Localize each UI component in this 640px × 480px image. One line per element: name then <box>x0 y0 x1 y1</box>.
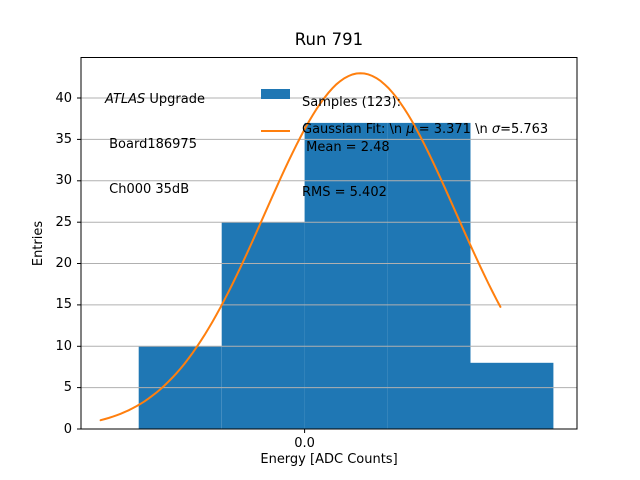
x-axis-label: Energy [ADC Counts] <box>260 452 398 467</box>
y-tick-label: 35 <box>55 131 72 147</box>
gaussian-fit-curve <box>99 72 502 422</box>
y-axis-label: Entries <box>31 220 46 266</box>
x-tick-label: 0.0 <box>294 436 315 451</box>
y-tick-label: 25 <box>55 214 72 230</box>
histogram-bar <box>387 122 471 430</box>
legend-samples-swatch <box>261 89 290 99</box>
legend-samples-title: Samples (123): <box>302 95 401 110</box>
legend-gaussian-label: Gaussian Fit: \n μ = 3.371 \n σ=5.763 <box>302 122 548 137</box>
y-tick-label: 40 <box>55 90 72 106</box>
y-tick-label: 15 <box>55 297 72 313</box>
y-tick-label: 10 <box>55 338 72 354</box>
annotation-atlas-italic: ATLAS <box>105 92 146 107</box>
histogram-bar <box>304 122 388 430</box>
legend-sigma-value: =5.763 <box>500 122 549 137</box>
legend-samples-mean: Mean = 2.48 <box>302 140 390 155</box>
histogram-bar <box>221 222 305 429</box>
legend-mu-value: = 3.371 \n <box>414 122 492 137</box>
legend-sigma-symbol: σ <box>491 122 501 137</box>
legend-mu-symbol: μ <box>406 122 415 137</box>
annotation-line-2: Board186975 <box>105 137 197 152</box>
y-tick-label: 30 <box>55 173 72 189</box>
chart-title: Run 791 <box>294 30 364 49</box>
annotation-line-1: ATLAS Upgrade <box>105 92 205 107</box>
annotation-upgrade: Upgrade <box>145 92 205 107</box>
legend-samples-label: Samples (123): Mean = 2.48 RMS = 5.402 <box>302 65 401 230</box>
histogram-bar <box>470 362 554 429</box>
legend-gaussian-pre: Gaussian Fit: \n <box>302 122 407 137</box>
annotation-line-3: Ch000 35dB <box>105 182 190 197</box>
annotation-block: ATLAS Upgrade Board186975 Ch000 35dB <box>105 62 205 227</box>
y-tick-label: 5 <box>63 380 72 396</box>
legend-samples-rms: RMS = 5.402 <box>302 185 387 200</box>
legend-gaussian-line-sample <box>261 129 290 132</box>
axes-frame <box>80 57 578 430</box>
y-tick-label: 0 <box>63 421 72 437</box>
y-tick-label: 20 <box>55 256 72 272</box>
